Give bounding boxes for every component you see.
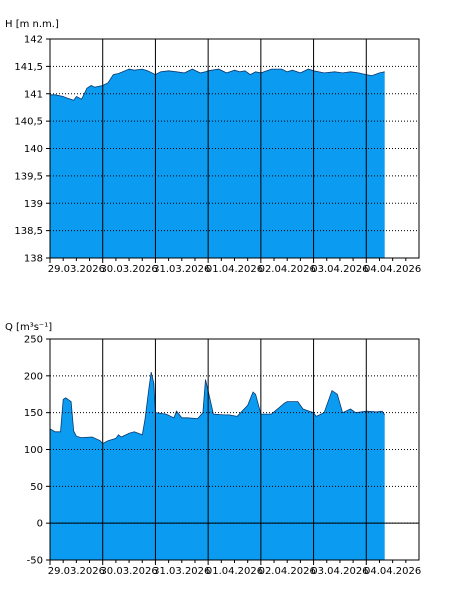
water-level-ytick-label: 138,5 [14,226,43,237]
discharge-chart: Q [m³s⁻¹] -50 0 50 100 150 200 250 29.03.202630… [5,322,421,577]
water-level-ytick-label: 142 [24,35,43,46]
discharge-xtick-label: 29.03.2026 [48,566,105,577]
discharge-xtick-label: 30.03.2026 [100,566,157,577]
discharge-xtick-label: 01.04.2026 [206,566,263,577]
water-level-frame [49,38,420,259]
discharge-xtick-label: 31.03.2026 [153,566,210,577]
water-level-chart: H [m n.m.] 138 138,5 139 139,5 140 140,5 141 14… [5,19,421,275]
water-level-ytick-label: 139 [24,199,43,210]
water-level-ytick-label: 140,5 [14,117,43,128]
discharge-ytick-label: 250 [24,335,43,346]
water-level-ytick-label: 139,5 [14,171,43,182]
water-level-xtick-label: 31.03.2026 [153,264,210,275]
water-level-area [50,69,385,258]
water-level-xtick-label: 02.04.2026 [259,264,316,275]
water-level-ytick-label: 141 [24,89,43,100]
discharge-area [50,372,385,560]
water-level-xtick-label: 03.04.2026 [311,264,368,275]
discharge-frame [49,338,420,561]
water-level-xtick-label: 29.03.2026 [48,264,105,275]
water-level-ytick-label: 138 [24,254,43,265]
water-level-xtick-label: 30.03.2026 [100,264,157,275]
discharge-xtick-label: 02.04.2026 [259,566,316,577]
discharge-ylabel: Q [m³s⁻¹] [5,322,52,333]
water-level-ylabel: H [m n.m.] [5,19,59,30]
water-level-ytick-label: 140 [24,144,43,155]
discharge-ytick-label: 0 [37,519,43,530]
discharge-ytick-label: 50 [30,482,43,493]
water-level-ytick-label: 141,5 [14,62,43,73]
water-level-xtick-label: 04.04.2026 [364,264,421,275]
discharge-xtick-label: 03.04.2026 [311,566,368,577]
water-level-line [50,68,385,101]
discharge-line [49,372,386,445]
discharge-ytick-label: 100 [24,445,43,456]
discharge-ytick-label: 200 [24,371,43,382]
discharge-ytick-label: 150 [24,408,43,419]
discharge-xtick-label: 04.04.2026 [364,566,421,577]
discharge-ytick-label: -50 [27,556,43,567]
water-level-xtick-label: 01.04.2026 [206,264,263,275]
